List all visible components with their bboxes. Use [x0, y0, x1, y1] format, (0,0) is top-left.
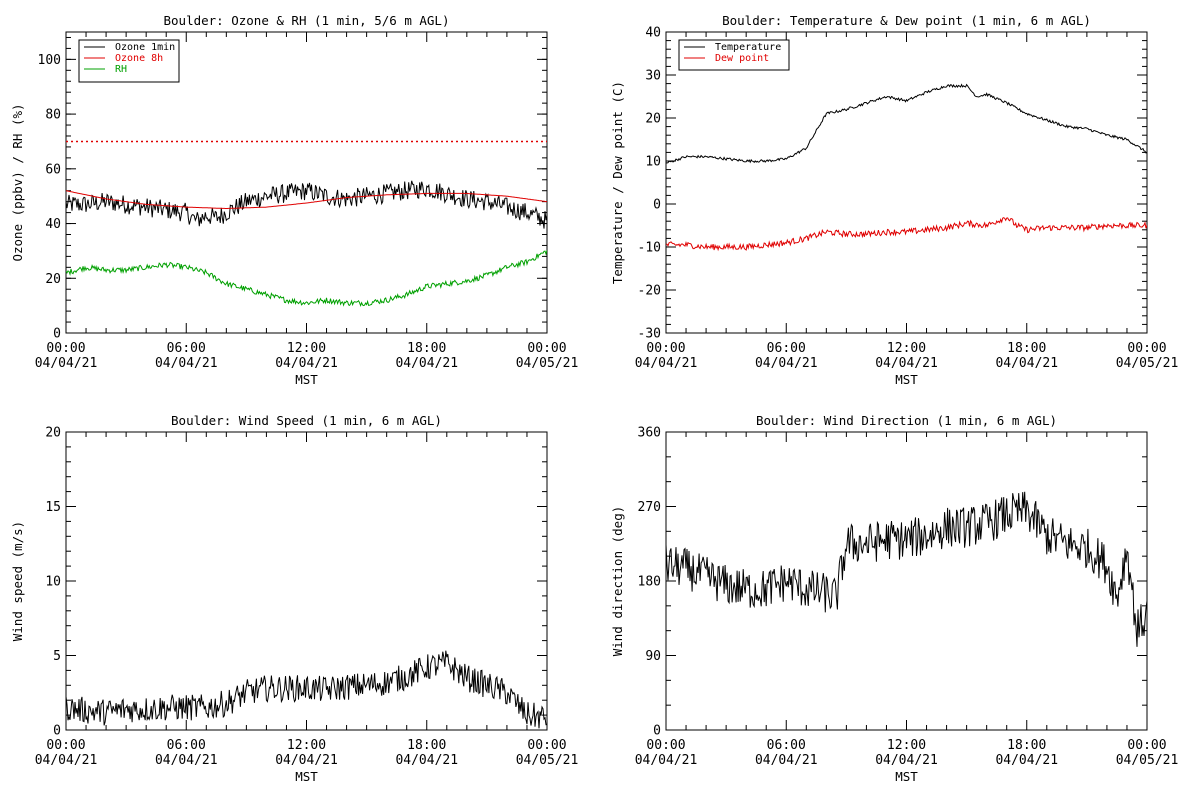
x-tick-date: 04/04/21 [155, 753, 218, 768]
panel-4: Boulder: Wind Direction (1 min, 6 m AGL)… [610, 413, 1178, 784]
y-tick-label: 0 [53, 724, 61, 739]
x-tick-date: 04/04/21 [635, 753, 698, 768]
x-tick-date: 04/04/21 [635, 356, 698, 371]
x-tick-time: 06:00 [167, 341, 206, 356]
y-tick-label: 100 [38, 53, 61, 68]
series-line-2 [66, 190, 547, 209]
panel-1: Boulder: Ozone & RH (1 min, 5/6 m AGL)00… [10, 13, 578, 387]
x-tick-date: 04/04/21 [155, 356, 218, 371]
series-line-1 [66, 650, 547, 729]
y-tick-label: -10 [638, 241, 661, 256]
y-tick-label: 20 [45, 272, 61, 287]
x-tick-date: 04/04/21 [995, 356, 1058, 371]
x-tick-date: 04/05/21 [516, 356, 579, 371]
y-tick-label: 80 [45, 108, 61, 123]
x-tick-date: 04/04/21 [755, 356, 818, 371]
y-tick-label: 20 [645, 112, 661, 127]
chart-title: Boulder: Wind Speed (1 min, 6 m AGL) [171, 413, 442, 428]
x-tick-date: 04/05/21 [1116, 753, 1179, 768]
y-axis-label: Wind speed (m/s) [10, 521, 25, 641]
panel-2: Boulder: Temperature & Dew point (1 min,… [610, 13, 1178, 387]
x-axis-label: MST [295, 372, 318, 387]
x-tick-date: 04/05/21 [1116, 356, 1179, 371]
x-tick-date: 04/04/21 [875, 753, 938, 768]
x-tick-date: 04/04/21 [395, 753, 458, 768]
x-tick-time: 00:00 [1127, 341, 1166, 356]
chart-title: Boulder: Temperature & Dew point (1 min,… [722, 13, 1091, 28]
panel-3: Boulder: Wind Speed (1 min, 6 m AGL) 00:0… [10, 413, 578, 784]
x-tick-time: 00:00 [646, 738, 685, 753]
x-tick-date: 04/05/21 [516, 753, 579, 768]
legend-label: Temperature [715, 42, 781, 53]
y-tick-label: 10 [45, 575, 61, 590]
y-tick-label: 0 [653, 724, 661, 739]
x-tick-time: 18:00 [1007, 341, 1046, 356]
x-tick-time: 00:00 [46, 341, 85, 356]
x-tick-time: 12:00 [287, 738, 326, 753]
x-tick-time: 18:00 [407, 738, 446, 753]
y-tick-label: 60 [45, 162, 61, 177]
x-axis-label: MST [295, 769, 318, 784]
x-tick-date: 04/04/21 [875, 356, 938, 371]
x-tick-date: 04/04/21 [35, 753, 98, 768]
x-tick-time: 12:00 [887, 341, 926, 356]
x-tick-time: 00:00 [527, 738, 566, 753]
y-tick-label: 20 [45, 426, 61, 441]
y-tick-label: -30 [638, 327, 661, 342]
series-line-1 [66, 180, 547, 229]
y-axis-label: Wind direction (deg) [610, 506, 625, 657]
x-tick-time: 00:00 [1127, 738, 1166, 753]
x-axis-label: MST [895, 372, 918, 387]
x-tick-time: 06:00 [767, 738, 806, 753]
y-axis-label: Ozone (ppbv) / RH (%) [10, 103, 25, 261]
y-tick-label: 5 [53, 649, 61, 664]
y-tick-label: 0 [53, 327, 61, 342]
y-tick-label: 0 [653, 198, 661, 213]
y-tick-label: 40 [45, 217, 61, 232]
x-tick-time: 18:00 [1007, 738, 1046, 753]
x-tick-time: 12:00 [887, 738, 926, 753]
y-axis-label: Temperature / Dew point (C) [610, 81, 625, 284]
y-tick-label: 180 [638, 575, 661, 590]
chart-title: Boulder: Wind Direction (1 min, 6 m AGL) [756, 413, 1057, 428]
x-tick-date: 04/04/21 [755, 753, 818, 768]
x-tick-time: 00:00 [646, 341, 685, 356]
y-tick-label: 40 [645, 26, 661, 41]
x-tick-date: 04/04/21 [275, 356, 338, 371]
legend-label: RH [115, 64, 127, 75]
x-tick-date: 04/04/21 [275, 753, 338, 768]
plot-frame [665, 31, 1148, 334]
series-line-3 [66, 249, 547, 307]
legend-label: Ozone 1min [115, 42, 175, 53]
y-tick-label: 15 [45, 500, 61, 515]
x-tick-date: 04/04/21 [995, 753, 1058, 768]
legend-label: Dew point [715, 53, 769, 64]
chart-title: Boulder: Ozone & RH (1 min, 5/6 m AGL) [164, 13, 450, 28]
y-tick-label: -20 [638, 284, 661, 299]
series-line-1 [666, 491, 1147, 647]
x-tick-time: 18:00 [407, 341, 446, 356]
x-axis-label: MST [895, 769, 918, 784]
x-tick-time: 00:00 [46, 738, 85, 753]
x-tick-date: 04/04/21 [35, 356, 98, 371]
x-tick-time: 06:00 [767, 341, 806, 356]
y-tick-label: 90 [645, 649, 661, 664]
y-tick-label: 30 [645, 69, 661, 84]
x-tick-time: 00:00 [527, 341, 566, 356]
y-tick-label: 270 [638, 500, 661, 515]
series-line-1 [666, 83, 1147, 164]
y-tick-label: 10 [645, 155, 661, 170]
y-tick-label: 360 [638, 426, 661, 441]
series-line-2 [666, 217, 1147, 252]
legend-label: Ozone 8h [115, 53, 163, 64]
x-tick-time: 12:00 [287, 341, 326, 356]
x-tick-date: 04/04/21 [395, 356, 458, 371]
plot-frame [665, 431, 1148, 731]
x-tick-time: 06:00 [167, 738, 206, 753]
